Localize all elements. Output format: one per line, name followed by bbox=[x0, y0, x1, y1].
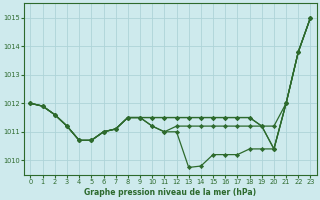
X-axis label: Graphe pression niveau de la mer (hPa): Graphe pression niveau de la mer (hPa) bbox=[84, 188, 257, 197]
